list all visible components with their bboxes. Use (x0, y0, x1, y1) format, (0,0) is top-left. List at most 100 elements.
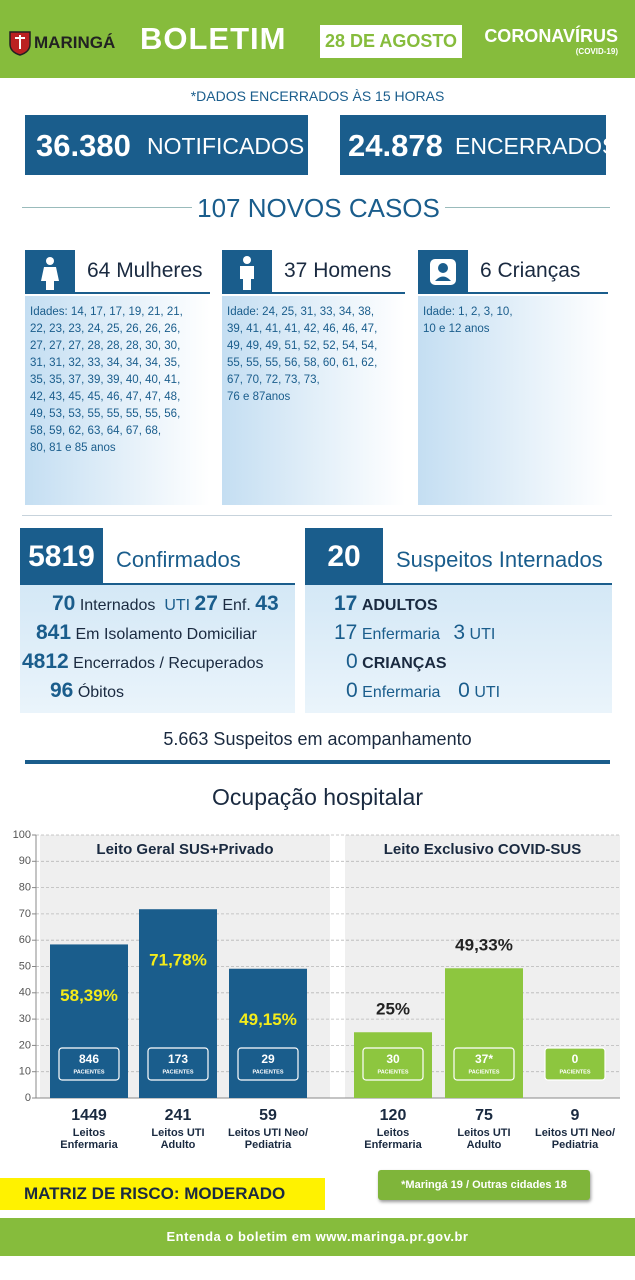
icon (240, 256, 254, 290)
total-box (340, 115, 606, 175)
value: 3 (453, 621, 466, 644)
header-bar (0, 0, 635, 78)
row: 17 Enfermaria 3 UTI (334, 621, 495, 645)
patients-box (362, 1047, 424, 1081)
y-tick-label: 40 (19, 987, 31, 999)
age-line: Idade: 1, 2, 3, 10, (423, 306, 513, 318)
confirmed-box (20, 528, 103, 585)
total-label: ENCERRADOS (455, 133, 618, 159)
suspects-box (305, 528, 383, 585)
topic-sub: (COVID-19) (575, 47, 618, 56)
topic: CORONAVÍRUS (484, 26, 618, 46)
card-title: 37 Homens (284, 259, 392, 282)
new-cases: 107 NOVOS CASOS (197, 193, 440, 223)
footer-bar (0, 1218, 635, 1256)
patients-box (58, 1047, 120, 1081)
row: 96 Óbitos (50, 679, 124, 703)
total-value: 36.380 (36, 128, 131, 163)
value-label: 25% (376, 1000, 410, 1019)
date: 28 DE AGOSTO (324, 31, 458, 51)
suspects-value: 20 (327, 540, 361, 573)
value: 70 (52, 592, 76, 615)
age-line: 22, 23, 23, 24, 25, 26, 26, 26, (30, 323, 181, 335)
panel-body (305, 585, 612, 713)
age-line: 55, 55, 55, 56, 58, 60, 61, 62, (227, 357, 378, 369)
x-tick-label: Leitos Enfermaria (364, 1127, 422, 1151)
label: UTI (474, 684, 501, 701)
value-label: 58,39% (60, 986, 118, 1005)
footer: Entenda o boletim em www.maringa.pr.gov.… (166, 1229, 469, 1244)
row: 4812 Encerrados / Recuperados (22, 650, 264, 674)
patients-label: PACIENTES (73, 1069, 104, 1075)
age-line: 31, 31, 32, 33, 34, 34, 34, 35, (30, 357, 181, 369)
card-title: 6 Crianças (480, 259, 581, 282)
beds: 241 (164, 1107, 192, 1124)
row: 17 ADULTOS (334, 592, 438, 616)
patients-box (544, 1047, 606, 1081)
icon (41, 257, 59, 290)
value: 17 (334, 592, 358, 615)
y-tick-label: 20 (19, 1039, 31, 1051)
value: 0 (346, 679, 358, 702)
patients: 173 (168, 1052, 188, 1066)
age-line: 35, 35, 37, 39, 39, 40, 40, 41, (30, 374, 181, 386)
beds: 1449 (71, 1107, 107, 1124)
beds: 75 (475, 1107, 493, 1124)
total-box (25, 115, 308, 175)
value: 841 (36, 621, 72, 644)
value: 0 (346, 650, 358, 673)
age-line: 10 e 12 anos (423, 323, 490, 335)
monitoring: 5.663 Suspeitos em acompanhamento (163, 729, 472, 749)
underline (383, 583, 612, 585)
label: Encerrados / Recuperados (73, 655, 264, 672)
label: ADULTOS (361, 597, 438, 614)
age-line: 80, 81 e 85 anos (30, 442, 116, 454)
patients-box (237, 1047, 299, 1081)
y-tick-label: 70 (19, 908, 31, 920)
card-underline (468, 292, 608, 294)
city: MARINGÁ (34, 33, 116, 52)
y-tick-label: 10 (19, 1066, 31, 1078)
row: 0 Enfermaria 0 UTI (346, 679, 500, 703)
card-body (418, 296, 608, 505)
age-line: 49, 53, 53, 55, 55, 55, 55, 56, (30, 408, 181, 420)
patients-box (453, 1047, 515, 1081)
patients: 29 (261, 1052, 275, 1066)
label: UTI (469, 626, 496, 643)
icon-box (418, 250, 468, 294)
beds: 120 (379, 1107, 407, 1124)
label: Óbitos (77, 684, 125, 701)
patients-label: PACIENTES (468, 1069, 499, 1075)
patients-label: PACIENTES (377, 1069, 408, 1075)
value: 27 (194, 592, 218, 615)
y-tick-label: 60 (19, 934, 31, 946)
footnote-box (378, 1170, 590, 1200)
value: 4812 (22, 650, 69, 673)
icon-box (25, 250, 75, 294)
row: 841 Em Isolamento Domiciliar (36, 621, 257, 645)
value: 43 (255, 592, 279, 615)
title: BOLETIM (140, 21, 287, 56)
icon-box (222, 250, 272, 294)
beds: 9 (570, 1107, 580, 1124)
risk: MATRIZ DE RISCO: MODERADO (24, 1184, 286, 1203)
x-tick-label: Leitos UTI Neo/ Pediatria (534, 1127, 616, 1151)
patients: 30 (386, 1052, 400, 1066)
value: 0 (458, 679, 470, 702)
age-line: Idade: 24, 25, 31, 33, 34, 38, (227, 306, 375, 318)
beds: 59 (259, 1107, 277, 1124)
label: UTI (164, 597, 191, 614)
y-tick-label: 30 (19, 1013, 31, 1025)
panel-title: Leito Geral SUS+Privado (96, 841, 273, 858)
patients: 37* (475, 1052, 493, 1066)
age-line: 42, 43, 45, 45, 46, 47, 47, 48, (30, 391, 181, 403)
underline (103, 583, 295, 585)
age-line: 76 e 87anos (227, 391, 291, 403)
total-label: NOTIFICADOS (147, 133, 305, 159)
y-tick-label: 100 (13, 829, 31, 841)
divider (22, 515, 612, 516)
label: Em Isolamento Domiciliar (75, 626, 257, 643)
patients: 846 (79, 1052, 99, 1066)
patients: 0 (572, 1052, 579, 1066)
